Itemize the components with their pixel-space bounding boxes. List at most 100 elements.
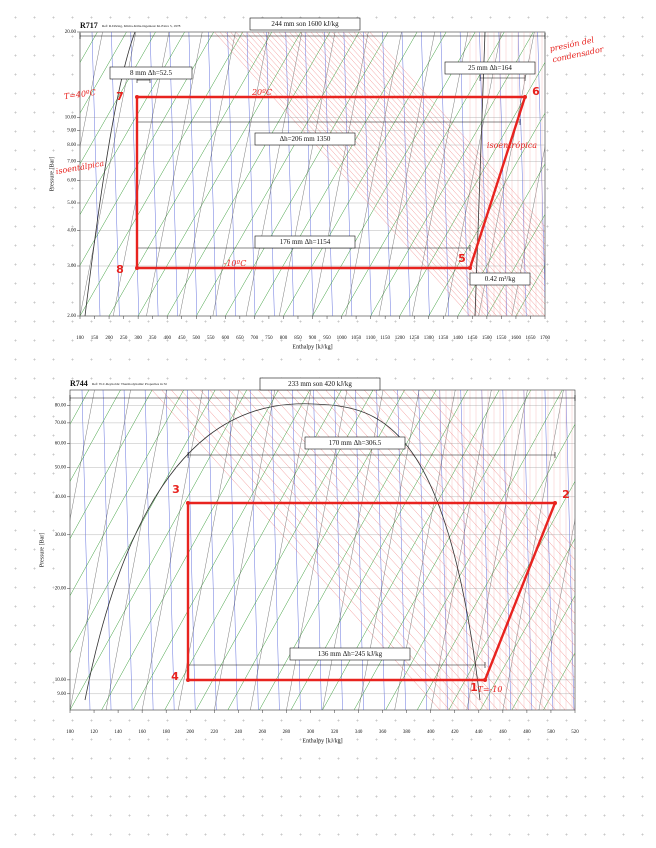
- x-tick-label: 950: [323, 336, 331, 341]
- isochore-line: [607, 390, 656, 710]
- x-tick-label: 400: [427, 730, 435, 735]
- cycle-point: [135, 266, 139, 270]
- isotherm-line: [498, 32, 508, 316]
- x-tick-label: 350: [149, 336, 157, 341]
- isentrope-line: [574, 709, 575, 710]
- diagram-reference: Ref: W.C.Reynolds: Thermodynamic Propert…: [92, 382, 168, 386]
- y-tick-label: 7.00: [67, 160, 76, 165]
- x-tick-label: 500: [547, 730, 555, 735]
- x-axis-label: Enthalpy [kJ/kg]: [302, 738, 342, 744]
- saturation-vapor: [474, 32, 486, 316]
- x-tick-label: 850: [294, 336, 302, 341]
- handwritten-note: isoentrópica: [487, 141, 537, 150]
- superheat-line: [364, 32, 545, 233]
- superheat-line: [289, 32, 545, 316]
- x-tick-label: 1500: [482, 336, 493, 341]
- x-tick-label: 440: [475, 730, 483, 735]
- x-tick-label: 380: [403, 730, 411, 735]
- isochore-line: [80, 32, 243, 316]
- x-tick-label: 420: [451, 730, 459, 735]
- measure-box: [249, 17, 361, 31]
- measure-box: [469, 272, 531, 286]
- x-tick-label: 150: [91, 336, 99, 341]
- superheat-line: [283, 32, 540, 316]
- x-tick-label: 1050: [351, 336, 362, 341]
- x-tick-label: 1200: [395, 336, 406, 341]
- x-tick-label: 100: [76, 336, 84, 341]
- cycle-point: [553, 501, 557, 505]
- measure-text: 233 mm son 420 kJ/kg: [288, 380, 352, 388]
- x-axis-label: Enthalpy [kJ/kg]: [292, 344, 332, 350]
- point-label: 8: [116, 263, 124, 276]
- isochore-line: [0, 390, 57, 710]
- x-tick-label: 260: [259, 730, 267, 735]
- isentrope-line: [0, 390, 22, 710]
- x-tick-label: 600: [222, 336, 230, 341]
- point-label: 1: [470, 681, 478, 694]
- y-tick-label: 10.00: [65, 116, 77, 121]
- x-tick-label: 1350: [438, 336, 449, 341]
- x-tick-label: 500: [193, 336, 201, 341]
- isochore-line: [0, 32, 39, 316]
- measure-text: Δh=206 mm 1350: [280, 135, 331, 143]
- y-tick-label: 10.00: [55, 678, 67, 683]
- x-tick-label: 450: [178, 336, 186, 341]
- diagram-title: R717: [80, 21, 98, 30]
- isotherm-line: [557, 32, 565, 316]
- x-tick-label: 1700: [540, 336, 551, 341]
- superheat-line: [369, 32, 545, 227]
- measure-text: 25 mm Δh=164: [468, 64, 512, 72]
- y-tick-label: 50.00: [55, 465, 67, 470]
- cycle-point: [468, 266, 472, 270]
- measure-box: [444, 61, 536, 75]
- isotherm-line: [608, 390, 616, 710]
- x-tick-label: 300: [307, 730, 315, 735]
- diagram-reference: Ref: R.Döring, Klima-Kälte-Ingenieur Ki-…: [102, 24, 181, 29]
- handwritten-note: T=40ºC: [63, 88, 96, 101]
- x-tick-label: 180: [162, 730, 170, 735]
- y-tick-label: 40.00: [55, 495, 67, 500]
- x-tick-label: 800: [280, 336, 288, 341]
- y-tick-label: 2.00: [67, 314, 76, 319]
- isentrope-line: [611, 32, 656, 316]
- point-label: 4: [171, 670, 179, 683]
- isentrope-line: [80, 32, 136, 316]
- x-tick-label: 100: [66, 730, 74, 735]
- x-tick-label: 340: [355, 730, 363, 735]
- x-tick-label: 1450: [467, 336, 478, 341]
- isentrope-line: [647, 390, 656, 710]
- x-tick-label: 1000: [337, 336, 348, 341]
- measure-box: [109, 66, 193, 80]
- handwritten-note: -10ºC: [224, 259, 247, 268]
- point-label: 6: [532, 85, 540, 98]
- isochore-line: [80, 32, 156, 165]
- isochore-line: [457, 163, 545, 316]
- cycle-point: [135, 95, 139, 99]
- y-tick-label: 4.00: [67, 229, 76, 234]
- x-tick-label: 200: [186, 730, 194, 735]
- measure-box: [254, 235, 356, 249]
- x-tick-label: 1150: [380, 336, 390, 341]
- x-tick-label: 1550: [496, 336, 507, 341]
- x-tick-label: 480: [523, 730, 531, 735]
- measure-box: [289, 647, 411, 661]
- superheat-line: [267, 32, 524, 316]
- y-tick-label: 20.00: [55, 586, 67, 591]
- x-tick-label: 120: [90, 730, 98, 735]
- x-tick-label: 700: [251, 336, 259, 341]
- superheat-line: [358, 32, 545, 239]
- x-tick-label: 280: [283, 730, 291, 735]
- y-tick-label: 60.00: [55, 441, 67, 446]
- isochore-line: [80, 32, 127, 114]
- point-label: 3: [172, 483, 180, 496]
- isochore-line: [638, 390, 656, 710]
- isochore-line: [632, 32, 656, 316]
- isotherm-line: [111, 32, 120, 316]
- y-tick-label: 80.00: [55, 403, 67, 408]
- measure-box: [259, 377, 381, 391]
- isentrope-line: [0, 32, 3, 316]
- x-tick-label: 1100: [366, 336, 376, 341]
- isentrope-line: [0, 390, 58, 710]
- measure-box: [254, 132, 356, 146]
- measure-text: 176 mm Δh=1154: [280, 238, 331, 246]
